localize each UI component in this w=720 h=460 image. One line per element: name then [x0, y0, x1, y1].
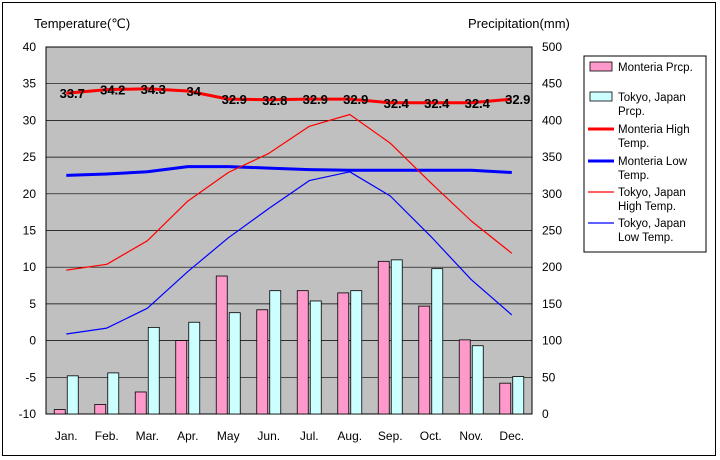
- bar: [94, 404, 107, 415]
- data-label: 34.3: [141, 82, 166, 97]
- x-tick-label: Mar.: [136, 429, 159, 443]
- legend-swatch: [589, 91, 613, 102]
- bar: [296, 290, 309, 415]
- legend-label: Monteria Low: [618, 156, 688, 168]
- bar: [269, 290, 282, 415]
- y-right-tick-label: 350: [542, 150, 562, 164]
- x-tick-label: Apr.: [177, 429, 198, 443]
- legend-box: [583, 55, 707, 253]
- legend-label: Tokyo, Japan: [618, 187, 686, 199]
- bar: [134, 391, 147, 415]
- bar: [458, 339, 471, 415]
- bar: [175, 340, 188, 415]
- bar: [350, 290, 363, 415]
- y-axis-left-label: Temperature(℃): [34, 16, 130, 31]
- y-left-tick-label: 10: [23, 260, 37, 274]
- legend-label: Monteria High: [618, 124, 690, 136]
- bar: [188, 321, 201, 415]
- data-label: 32.9: [303, 92, 328, 107]
- x-tick-label: Dec.: [499, 429, 524, 443]
- x-tick-label: Oct.: [420, 429, 442, 443]
- y-left-tick-label: -5: [25, 370, 36, 384]
- y-left-tick-label: 15: [23, 224, 37, 238]
- y-left-tick-label: 40: [23, 40, 37, 54]
- bar: [147, 326, 160, 415]
- legend-label: Temp.: [618, 170, 649, 182]
- bar: [337, 292, 350, 415]
- bar: [499, 382, 512, 415]
- data-label: 32.4: [384, 96, 410, 111]
- x-tick-label: Nov.: [459, 429, 483, 443]
- x-tick-label: Sep.: [378, 429, 403, 443]
- bar: [512, 376, 525, 415]
- data-label: 32.4: [465, 96, 491, 111]
- y-left-tick-label: 25: [23, 150, 37, 164]
- legend-label: Tokyo, Japan: [618, 218, 686, 230]
- x-tick-label: Feb.: [95, 429, 119, 443]
- data-label: 32.9: [222, 92, 247, 107]
- series-line: [66, 87, 512, 105]
- y-left-tick-label: 20: [23, 187, 37, 201]
- legend-label: Tokyo, Japan: [618, 92, 686, 104]
- x-tick-label: Jul.: [300, 429, 319, 443]
- legend-label: Monteria Prcp.: [618, 62, 693, 74]
- y-left-tick-label: 30: [23, 113, 37, 127]
- bar: [107, 372, 120, 415]
- bar: [53, 409, 66, 415]
- y-right-tick-label: 250: [542, 224, 562, 238]
- y-right-tick-label: 400: [542, 113, 562, 127]
- y-axis-right-label: Precipitation(mm): [468, 16, 570, 31]
- y-right-tick-label: 200: [542, 260, 562, 274]
- bar: [377, 260, 390, 415]
- data-label: 32.9: [343, 92, 368, 107]
- bar: [431, 268, 444, 415]
- x-tick-label: Aug.: [337, 429, 362, 443]
- y-right-tick-label: 300: [542, 187, 562, 201]
- data-label: 32.9: [505, 92, 530, 107]
- y-right-tick-label: 150: [542, 297, 562, 311]
- y-right-tick-label: 0: [542, 407, 549, 421]
- data-label: 32.8: [262, 93, 287, 108]
- legend-label: Temp.: [618, 138, 649, 150]
- y-left-tick-label: -10: [19, 407, 37, 421]
- legend-label: High Temp.: [618, 201, 676, 213]
- series-line: [66, 165, 512, 177]
- x-tick-label: May: [217, 429, 240, 443]
- data-label: 34.2: [100, 83, 125, 98]
- y-left-tick-label: 0: [29, 334, 36, 348]
- data-label: 32.4: [424, 96, 450, 111]
- y-left-tick-label: 5: [29, 297, 36, 311]
- bar: [309, 300, 322, 415]
- x-tick-label: Jan.: [55, 429, 78, 443]
- legend: Monteria Prcp. Tokyo, Japan Prcp. Monteria …: [583, 55, 707, 253]
- series-line: [66, 113, 513, 271]
- y-left-tick-label: 35: [23, 77, 37, 91]
- y-right-tick-label: 50: [542, 370, 556, 384]
- legend-label: Low Temp.: [618, 232, 673, 244]
- legend-label: Prcp.: [618, 106, 645, 118]
- y-right-tick-label: 450: [542, 77, 562, 91]
- data-label: 34: [187, 84, 202, 99]
- bar: [215, 275, 228, 415]
- series-line: [66, 171, 513, 335]
- legend-swatch: [589, 61, 613, 72]
- bar: [256, 309, 269, 415]
- y-right-tick-label: 100: [542, 334, 562, 348]
- bar: [390, 259, 403, 415]
- bar: [471, 345, 484, 415]
- bar: [66, 375, 79, 415]
- data-label: 33.7: [60, 86, 85, 101]
- bar: [418, 305, 431, 415]
- bar: [228, 312, 241, 415]
- y-right-tick-label: 500: [542, 40, 562, 54]
- x-tick-label: Jun.: [257, 429, 280, 443]
